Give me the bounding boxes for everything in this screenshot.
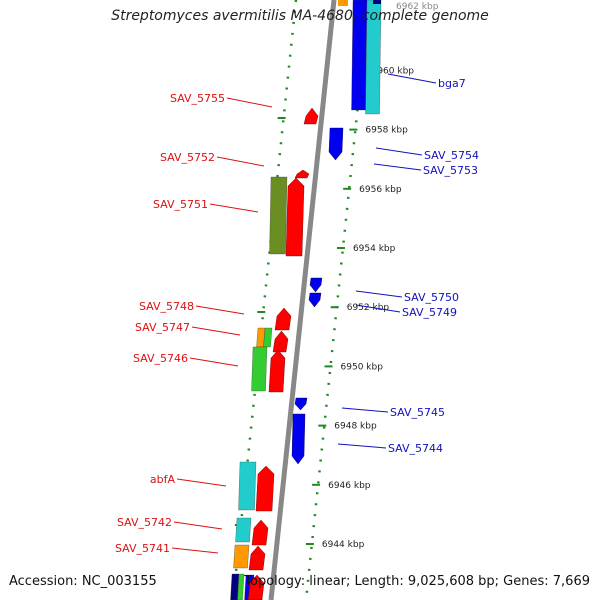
- gene-label-SAV_5747[interactable]: SAV_5747: [135, 321, 190, 334]
- kbp-tick-label: 6958 kbp: [365, 126, 408, 136]
- gene-SAV_5755[interactable]: [303, 107, 319, 125]
- gene-label-leader: [189, 357, 239, 367]
- accession-text: Accession: NC_003155: [9, 574, 157, 589]
- gene-label-leader: [171, 547, 219, 554]
- gene-label-SAV_5742[interactable]: SAV_5742: [117, 516, 172, 529]
- gene-label-leader: [191, 326, 241, 336]
- gene-abfA-red[interactable]: [255, 465, 275, 512]
- gene-label-abfA[interactable]: abfA: [150, 473, 176, 486]
- gene-label-SAV_5746[interactable]: SAV_5746: [133, 352, 188, 365]
- gene-SAV_5754[interactable]: [328, 127, 344, 161]
- gene-label-leader: [355, 290, 403, 298]
- gene-label-leader: [355, 304, 401, 313]
- gene-label-leader: [216, 156, 265, 167]
- gene-label-leader: [209, 203, 259, 213]
- gene-SAV_5742-cyan[interactable]: [235, 517, 252, 543]
- kbp-tick-label: 6944 kbp: [322, 540, 365, 550]
- gene-SAV_5748[interactable]: [274, 307, 292, 331]
- kbp-tick-label: 6956 kbp: [359, 185, 402, 195]
- gene-label-SAV_5752[interactable]: SAV_5752: [160, 151, 215, 164]
- kbp-tick-label: 6954 kbp: [353, 244, 396, 254]
- gene-label-SAV_5750[interactable]: SAV_5750: [404, 291, 459, 304]
- gene-label-SAV_5753[interactable]: SAV_5753: [423, 164, 478, 177]
- gene-label-leader: [341, 407, 389, 413]
- genome-summary-text: Topology: linear; Length: 9,025,608 bp; …: [244, 574, 590, 589]
- gene-partial-top: [338, 0, 348, 6]
- gene-label-leader: [226, 97, 273, 108]
- kbp-tick-label: 6950 kbp: [341, 362, 384, 372]
- gene-label-leader: [375, 147, 423, 156]
- gene-partial-bottom-navy[interactable]: [230, 573, 240, 600]
- gene-label-SAV_5755[interactable]: SAV_5755: [170, 92, 225, 105]
- gene-label-SAV_5741[interactable]: SAV_5741: [115, 542, 170, 555]
- gene-SAV_5741[interactable]: [248, 545, 266, 571]
- gene-SAV_5746-green[interactable]: [251, 346, 268, 392]
- gene-label-SAV_5748[interactable]: SAV_5748: [139, 300, 194, 313]
- kbp-tick-label: 6948 kbp: [334, 422, 377, 432]
- kbp-tick-label: 6960 kbp: [372, 66, 415, 76]
- gene-SAV_5741-orange[interactable]: [233, 544, 250, 569]
- chromosome-backbone: [268, 0, 337, 600]
- gene-SAV_5747[interactable]: [272, 330, 289, 353]
- kbp-tick-label-clipped: 6962 kbp: [396, 2, 439, 12]
- gene-SAV_5751-olive[interactable]: [269, 176, 288, 255]
- gene-SAV_5746[interactable]: [268, 349, 286, 393]
- gene-SAV_5749[interactable]: [308, 292, 322, 308]
- gene-label-leader: [173, 521, 223, 530]
- genome-title: Streptomyces avermitilis MA-4680, comple…: [111, 8, 489, 24]
- gene-bga7[interactable]: [365, 0, 382, 115]
- kbp-tick-label: 6952 kbp: [347, 303, 390, 313]
- gene-SAV_5750[interactable]: [309, 277, 323, 293]
- gene-SAV_5747-green[interactable]: [263, 327, 273, 348]
- gene-SAV_5742[interactable]: [251, 519, 269, 546]
- gene-label-SAV_5744[interactable]: SAV_5744: [388, 442, 443, 455]
- kbp-tick-label: 6946 kbp: [328, 481, 371, 491]
- gene-partial-top-2: [373, 0, 381, 4]
- gene-SAV_5752[interactable]: [294, 169, 310, 179]
- gene-label-SAV_5751[interactable]: SAV_5751: [153, 198, 208, 211]
- gene-label-SAV_5745[interactable]: SAV_5745: [390, 406, 445, 419]
- gene-label-leader: [373, 163, 422, 171]
- gene-label-bga7[interactable]: bga7: [438, 77, 466, 90]
- gene-SAV_5751[interactable]: [285, 177, 305, 257]
- track-left-rail: [231, 0, 298, 600]
- gene-label-leader: [387, 73, 437, 84]
- gene-partial-bottom-red[interactable]: [247, 574, 265, 600]
- gene-label-SAV_5754[interactable]: SAV_5754: [424, 149, 479, 162]
- gene-SAV_5745[interactable]: [294, 397, 308, 411]
- gene-label-SAV_5749[interactable]: SAV_5749: [402, 306, 457, 319]
- gene-label-leader: [176, 478, 227, 487]
- gene-SAV_5744[interactable]: [291, 413, 306, 465]
- gene-label-leader: [337, 443, 387, 449]
- gene-label-leader: [195, 305, 245, 315]
- gene-partial-bottom-green[interactable]: [237, 573, 245, 600]
- gene-abfA[interactable]: [238, 461, 257, 511]
